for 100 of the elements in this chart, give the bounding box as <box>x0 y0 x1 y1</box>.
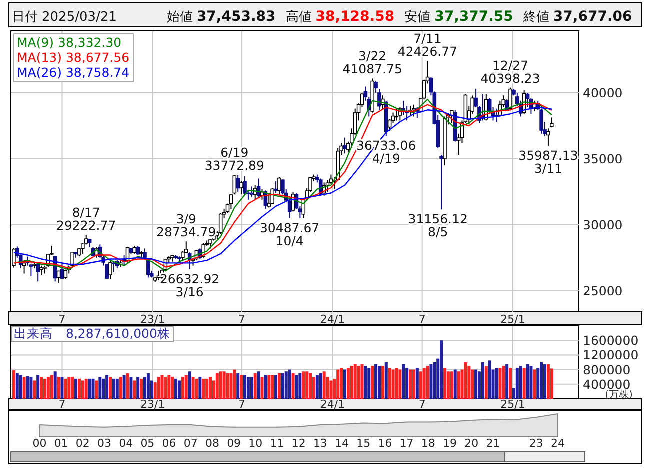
bar <box>371 366 374 399</box>
bar <box>344 370 346 399</box>
bar <box>178 380 181 399</box>
bar <box>319 373 322 399</box>
bar <box>274 375 278 399</box>
bar <box>409 370 412 399</box>
bar <box>30 377 33 399</box>
x-tick-label: 7 <box>238 313 246 326</box>
bar <box>440 340 444 399</box>
bar <box>271 375 274 399</box>
bar <box>116 378 119 399</box>
bar <box>550 368 554 399</box>
x-tick-label: 11 <box>270 437 284 450</box>
bar <box>60 377 64 399</box>
bar <box>136 377 140 399</box>
bar <box>464 362 468 399</box>
x-tick-label: 25/1 <box>500 313 526 326</box>
bar <box>516 368 519 399</box>
bar <box>43 378 46 399</box>
annotation: 30487.67 10/4 <box>260 220 320 248</box>
x-tick-label: 24/1 <box>320 398 346 411</box>
text: 高値 <box>286 9 312 25</box>
bar <box>481 362 484 399</box>
chart-title: 出来高 8,287,610,000株 <box>14 326 170 341</box>
bar <box>92 378 95 399</box>
candlestick <box>60 262 64 280</box>
bar <box>206 378 209 399</box>
bar <box>260 377 264 399</box>
x-tick-label: 7 <box>58 398 66 411</box>
bar <box>430 364 433 399</box>
bar <box>84 378 88 399</box>
x-tick-label: 07 <box>184 437 198 450</box>
bar <box>122 375 126 399</box>
y-tick-label: 1600000 <box>583 333 639 348</box>
text: 安値 <box>404 9 431 25</box>
bar <box>168 375 171 399</box>
bar <box>202 378 206 399</box>
candlestick <box>240 180 244 196</box>
bar <box>46 377 50 399</box>
bar <box>64 378 68 399</box>
text: 38,128.58 <box>316 9 395 25</box>
candlestick <box>84 234 88 246</box>
bar <box>309 373 312 399</box>
text: 2025/03/21 <box>42 10 117 25</box>
bar <box>130 377 133 399</box>
bar <box>433 362 436 399</box>
bar <box>88 378 92 399</box>
bar <box>284 372 288 399</box>
bar <box>384 362 388 399</box>
bar <box>54 372 57 399</box>
bar <box>295 375 298 399</box>
x-tick-label: 7 <box>238 398 246 411</box>
candlestick <box>250 186 254 198</box>
bar <box>419 372 422 399</box>
bar <box>50 375 54 399</box>
bar <box>412 370 416 399</box>
bar <box>406 368 409 399</box>
bar <box>95 380 98 399</box>
candlestick <box>394 108 399 122</box>
x-tick-label: 7 <box>418 398 426 411</box>
text: 終値 <box>522 10 550 25</box>
y-tick-label: 25000 <box>583 283 623 298</box>
x-tick-label: 24 <box>550 437 565 450</box>
bar <box>468 366 471 399</box>
bar <box>395 368 398 399</box>
y-tick-label: 35000 <box>583 151 623 166</box>
bar <box>219 372 222 399</box>
bar <box>506 364 509 399</box>
bar <box>302 372 306 399</box>
bar <box>216 373 219 399</box>
bar <box>68 377 71 399</box>
bar <box>160 375 164 399</box>
bar <box>40 377 44 399</box>
bar <box>398 370 402 399</box>
bar <box>312 377 316 399</box>
candlestick <box>343 137 347 154</box>
bar <box>388 368 392 399</box>
x-tick-label: 7 <box>418 313 426 326</box>
bar <box>222 372 226 399</box>
x-tick-label: 06 <box>162 437 176 450</box>
bar <box>364 366 368 399</box>
x-tick-label: 21 <box>486 437 500 450</box>
x-tick-label: 19 <box>443 437 458 450</box>
y-axis-title: (万株) <box>605 389 633 401</box>
bar <box>78 378 81 399</box>
text: 37,453.83 <box>196 9 276 25</box>
x-tick-label: 12 <box>292 437 306 450</box>
bar <box>340 368 344 399</box>
bar <box>140 378 144 399</box>
bar <box>254 373 257 399</box>
bar <box>171 377 174 399</box>
candlestick <box>550 117 554 128</box>
bar <box>236 373 240 399</box>
bar <box>268 375 271 399</box>
bar <box>26 376 30 399</box>
bar <box>98 377 102 399</box>
bar <box>474 370 478 399</box>
bar <box>495 368 498 399</box>
bar <box>74 378 78 399</box>
bar <box>250 377 254 399</box>
